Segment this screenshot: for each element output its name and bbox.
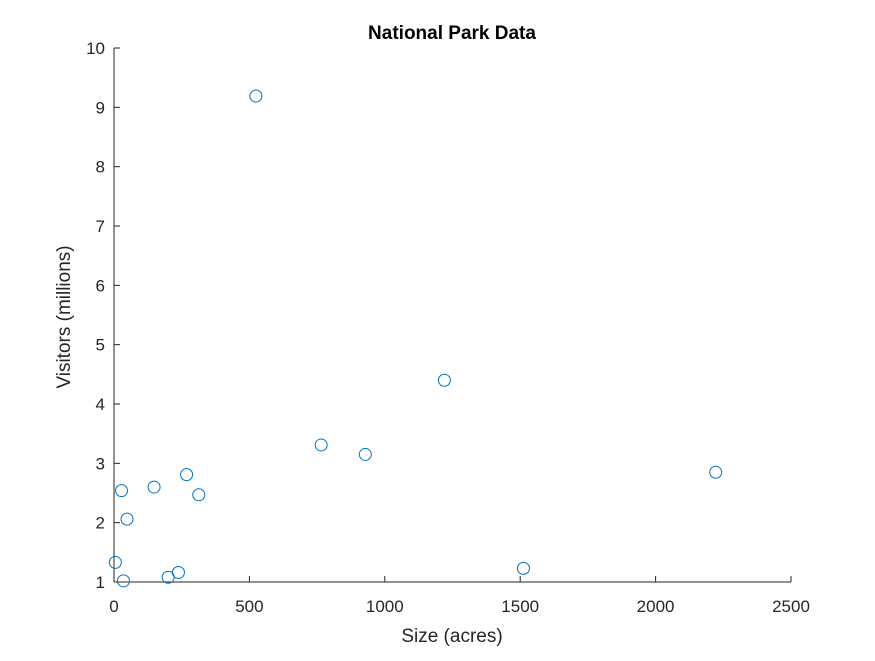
x-tick-label: 2000 xyxy=(637,597,675,616)
y-axis-title: Visitors (millions) xyxy=(54,245,75,388)
axes xyxy=(114,48,791,582)
data-point xyxy=(438,374,450,386)
data-point xyxy=(172,567,184,579)
y-tick-label: 2 xyxy=(96,514,105,533)
data-point xyxy=(359,448,371,460)
data-point xyxy=(181,469,193,481)
data-point xyxy=(315,439,327,451)
data-point xyxy=(710,466,722,478)
data-point xyxy=(116,485,128,497)
y-tick-label: 6 xyxy=(96,276,105,295)
data-points xyxy=(109,90,721,587)
y-tick-label: 8 xyxy=(96,158,105,177)
x-tick-label: 500 xyxy=(235,597,263,616)
data-point xyxy=(148,481,160,493)
y-tick-label: 3 xyxy=(96,454,105,473)
data-point xyxy=(517,562,529,574)
y-tick-label: 1 xyxy=(96,573,105,592)
y-tick-label: 5 xyxy=(96,336,105,355)
data-point xyxy=(193,489,205,501)
x-tick-label: 0 xyxy=(109,597,118,616)
x-tick-label: 1000 xyxy=(366,597,404,616)
x-tick-label: 1500 xyxy=(501,597,539,616)
y-tick-label: 7 xyxy=(96,217,105,236)
y-tick-label: 10 xyxy=(86,39,105,58)
y-tick-label: 9 xyxy=(96,98,105,117)
data-point xyxy=(121,513,133,525)
y-axis-ticks: 1 2 3 4 5 6 7 8 9 10 xyxy=(86,39,120,592)
data-point xyxy=(250,90,262,102)
x-axis-title: Size (acres) xyxy=(401,626,502,647)
data-point xyxy=(109,556,121,568)
y-tick-label: 4 xyxy=(96,395,105,414)
data-point xyxy=(117,575,129,587)
chart-title: National Park Data xyxy=(368,23,536,44)
x-tick-label: 2500 xyxy=(772,597,810,616)
